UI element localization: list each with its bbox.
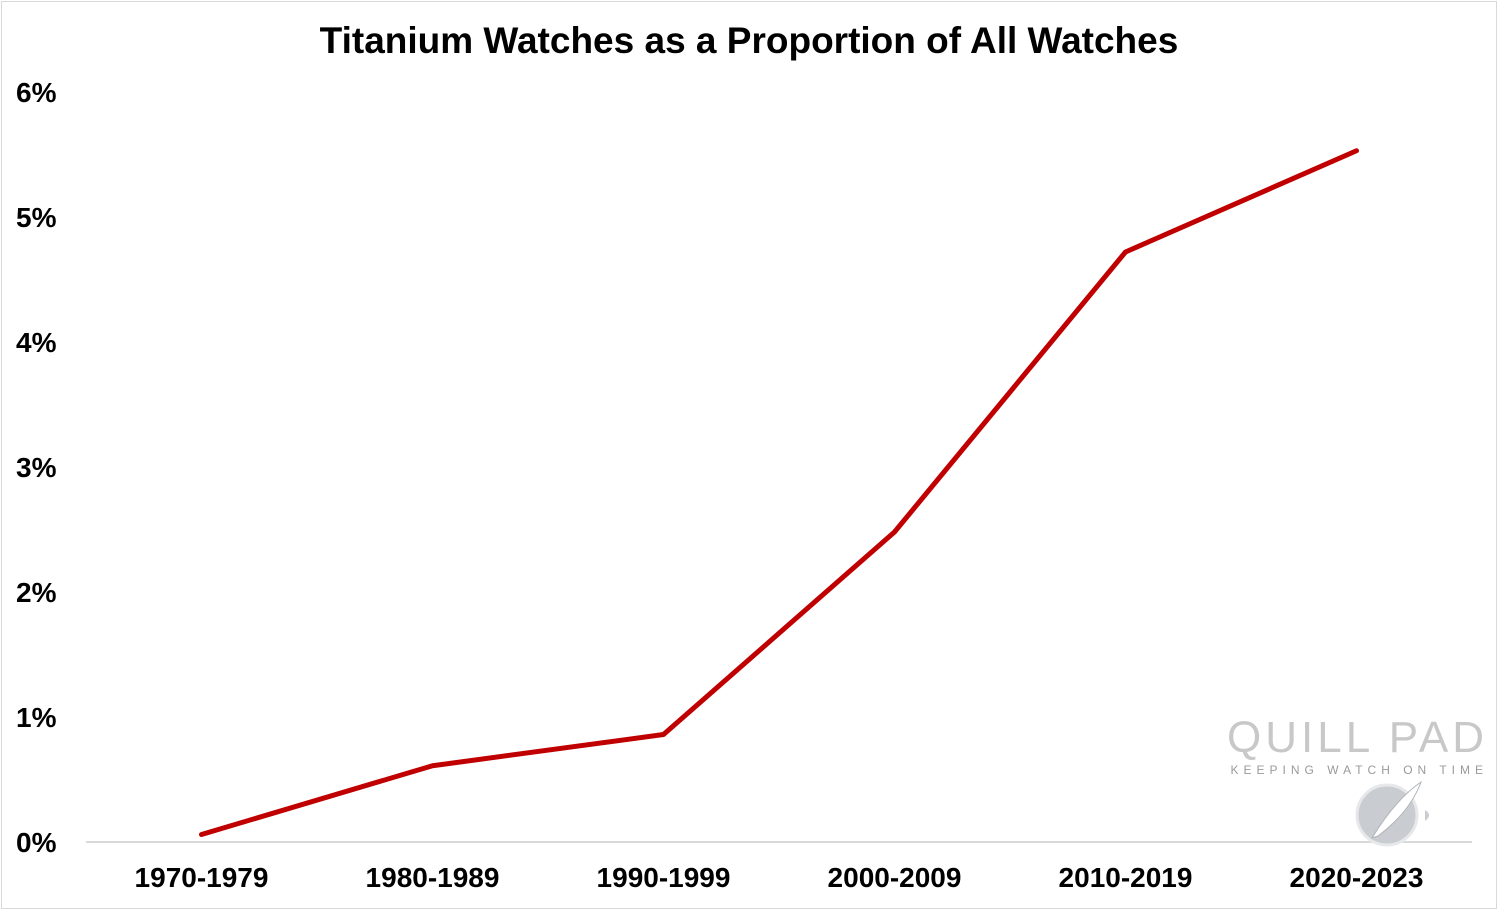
y-tick-label: 3%: [16, 452, 57, 483]
y-tick-label: 1%: [16, 702, 57, 733]
y-tick-label: 0%: [16, 827, 57, 858]
series-line: [199, 148, 1359, 837]
watermark-brand: QUILL PAD: [1227, 713, 1488, 762]
y-tick-label: 5%: [16, 202, 57, 233]
y-tick-label: 6%: [16, 77, 57, 108]
x-tick-label: 2000-2009: [828, 862, 962, 893]
watermark-tagline: KEEPING WATCH ON TIME: [1231, 763, 1488, 777]
x-tick-label: 1990-1999: [597, 862, 731, 893]
y-tick-label: 2%: [16, 577, 57, 608]
quill-pad-logo: QUILL PAD KEEPING WATCH ON TIME: [1227, 713, 1488, 847]
y-tick-label: 4%: [16, 327, 57, 358]
x-tick-label: 1980-1989: [366, 862, 500, 893]
chart-title: Titanium Watches as a Proportion of All …: [320, 20, 1179, 61]
x-tick-label: 1970-1979: [135, 862, 269, 893]
x-tick-label: 2020-2023: [1290, 862, 1424, 893]
x-tick-label: 2010-2019: [1059, 862, 1193, 893]
